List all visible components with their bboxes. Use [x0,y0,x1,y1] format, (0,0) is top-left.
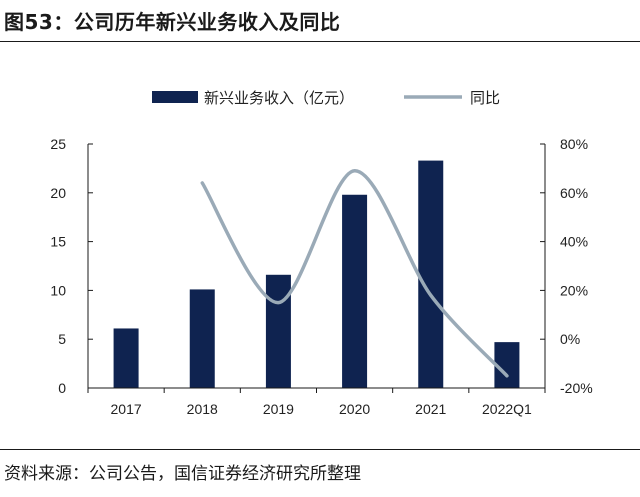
x-axis-label-2018: 2018 [187,401,218,417]
x-axis-label-2022Q1: 2022Q1 [482,401,532,417]
figure-title: 图53：公司历年新兴业务收入及同比 [4,10,341,34]
footer-divider [0,449,640,450]
x-axis-label-2020: 2020 [339,401,370,417]
x-axis-label-2017: 2017 [111,401,142,417]
left-axis-tick-label: 10 [50,282,66,298]
bar-2020 [342,194,368,388]
x-axis: 2017 2018 2019 2020 2021 2022Q1 [87,387,546,417]
left-axis-tick-label: 0 [58,380,66,396]
right-axis: -20% 0% 20% 40% 60% 80% [540,136,593,396]
left-axis-tick-label: 25 [50,136,66,152]
left-axis-tick-label: 15 [50,234,66,250]
legend-bar-label: 新兴业务收入（亿元） [204,90,354,107]
legend-line-label: 同比 [470,90,500,107]
legend-bar-swatch [152,91,198,103]
right-axis-tick-label: 80% [560,136,588,152]
left-axis-tick-label: 5 [58,331,66,347]
left-axis: 0 5 10 15 20 25 [50,136,93,396]
left-axis-tick-label: 20 [50,185,66,201]
bar-2017 [113,328,139,388]
right-axis-tick-label: 60% [560,185,588,201]
x-axis-label-2021: 2021 [415,401,446,417]
bars [113,160,520,388]
yoy-line [200,169,509,378]
x-axis-label-2019: 2019 [263,401,294,417]
yoy-line-group [200,169,509,378]
right-axis-tick-label: 40% [560,234,588,250]
right-axis-tick-label: 0% [560,331,580,347]
legend: 新兴业务收入（亿元） 同比 [152,90,500,107]
bar-2021 [418,160,444,388]
right-axis-tick-label: 20% [560,282,588,298]
right-axis-tick-label: -20% [560,380,593,396]
bar-2018 [189,289,215,388]
bar-2019 [265,274,291,388]
title-divider [0,41,640,42]
chart: 新兴业务收入（亿元） 同比 0 5 10 15 20 25 -20% 0% 20% 40% 60%… [50,90,593,417]
source-note: 资料来源：公司公告，国信证券经济研究所整理 [4,464,361,484]
